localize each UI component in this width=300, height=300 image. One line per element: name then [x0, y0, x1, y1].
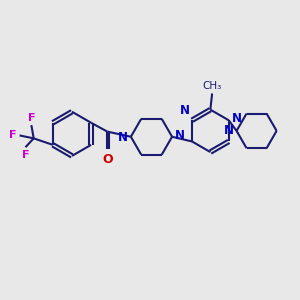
Text: N: N: [232, 112, 242, 125]
Text: F: F: [8, 130, 16, 140]
Text: F: F: [22, 150, 29, 160]
Text: N: N: [175, 129, 185, 142]
Text: CH₃: CH₃: [202, 81, 222, 92]
Text: O: O: [102, 153, 112, 166]
Text: F: F: [28, 113, 35, 123]
Text: N: N: [118, 131, 128, 144]
Text: N: N: [224, 124, 234, 137]
Text: N: N: [180, 104, 190, 117]
